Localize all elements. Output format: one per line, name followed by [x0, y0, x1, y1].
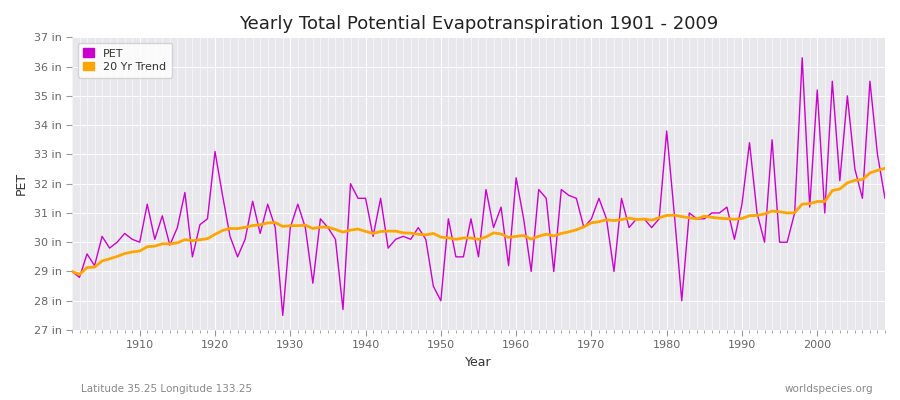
20 Yr Trend — [510, 234, 521, 239]
20 Yr Trend — [67, 269, 77, 274]
Line: 20 Yr Trend: 20 Yr Trend — [72, 168, 885, 274]
PET — [127, 237, 138, 242]
20 Yr Trend — [74, 272, 85, 277]
Y-axis label: PET: PET — [15, 172, 28, 195]
Text: Latitude 35.25 Longitude 133.25: Latitude 35.25 Longitude 133.25 — [81, 384, 252, 394]
PET — [796, 56, 807, 60]
PET — [277, 313, 288, 318]
PET — [879, 196, 890, 201]
Legend: PET, 20 Yr Trend: PET, 20 Yr Trend — [77, 43, 172, 78]
X-axis label: Year: Year — [465, 356, 491, 369]
20 Yr Trend — [345, 228, 356, 232]
20 Yr Trend — [608, 218, 619, 223]
Text: worldspecies.org: worldspecies.org — [785, 384, 873, 394]
Line: PET: PET — [72, 58, 885, 315]
Title: Yearly Total Potential Evapotranspiration 1901 - 2009: Yearly Total Potential Evapotranspiratio… — [238, 15, 718, 33]
PET — [510, 176, 521, 180]
PET — [345, 181, 356, 186]
PET — [608, 269, 619, 274]
20 Yr Trend — [879, 166, 890, 171]
PET — [518, 216, 529, 221]
20 Yr Trend — [300, 223, 310, 228]
PET — [67, 269, 77, 274]
20 Yr Trend — [518, 233, 529, 238]
20 Yr Trend — [134, 249, 145, 254]
PET — [300, 225, 310, 230]
